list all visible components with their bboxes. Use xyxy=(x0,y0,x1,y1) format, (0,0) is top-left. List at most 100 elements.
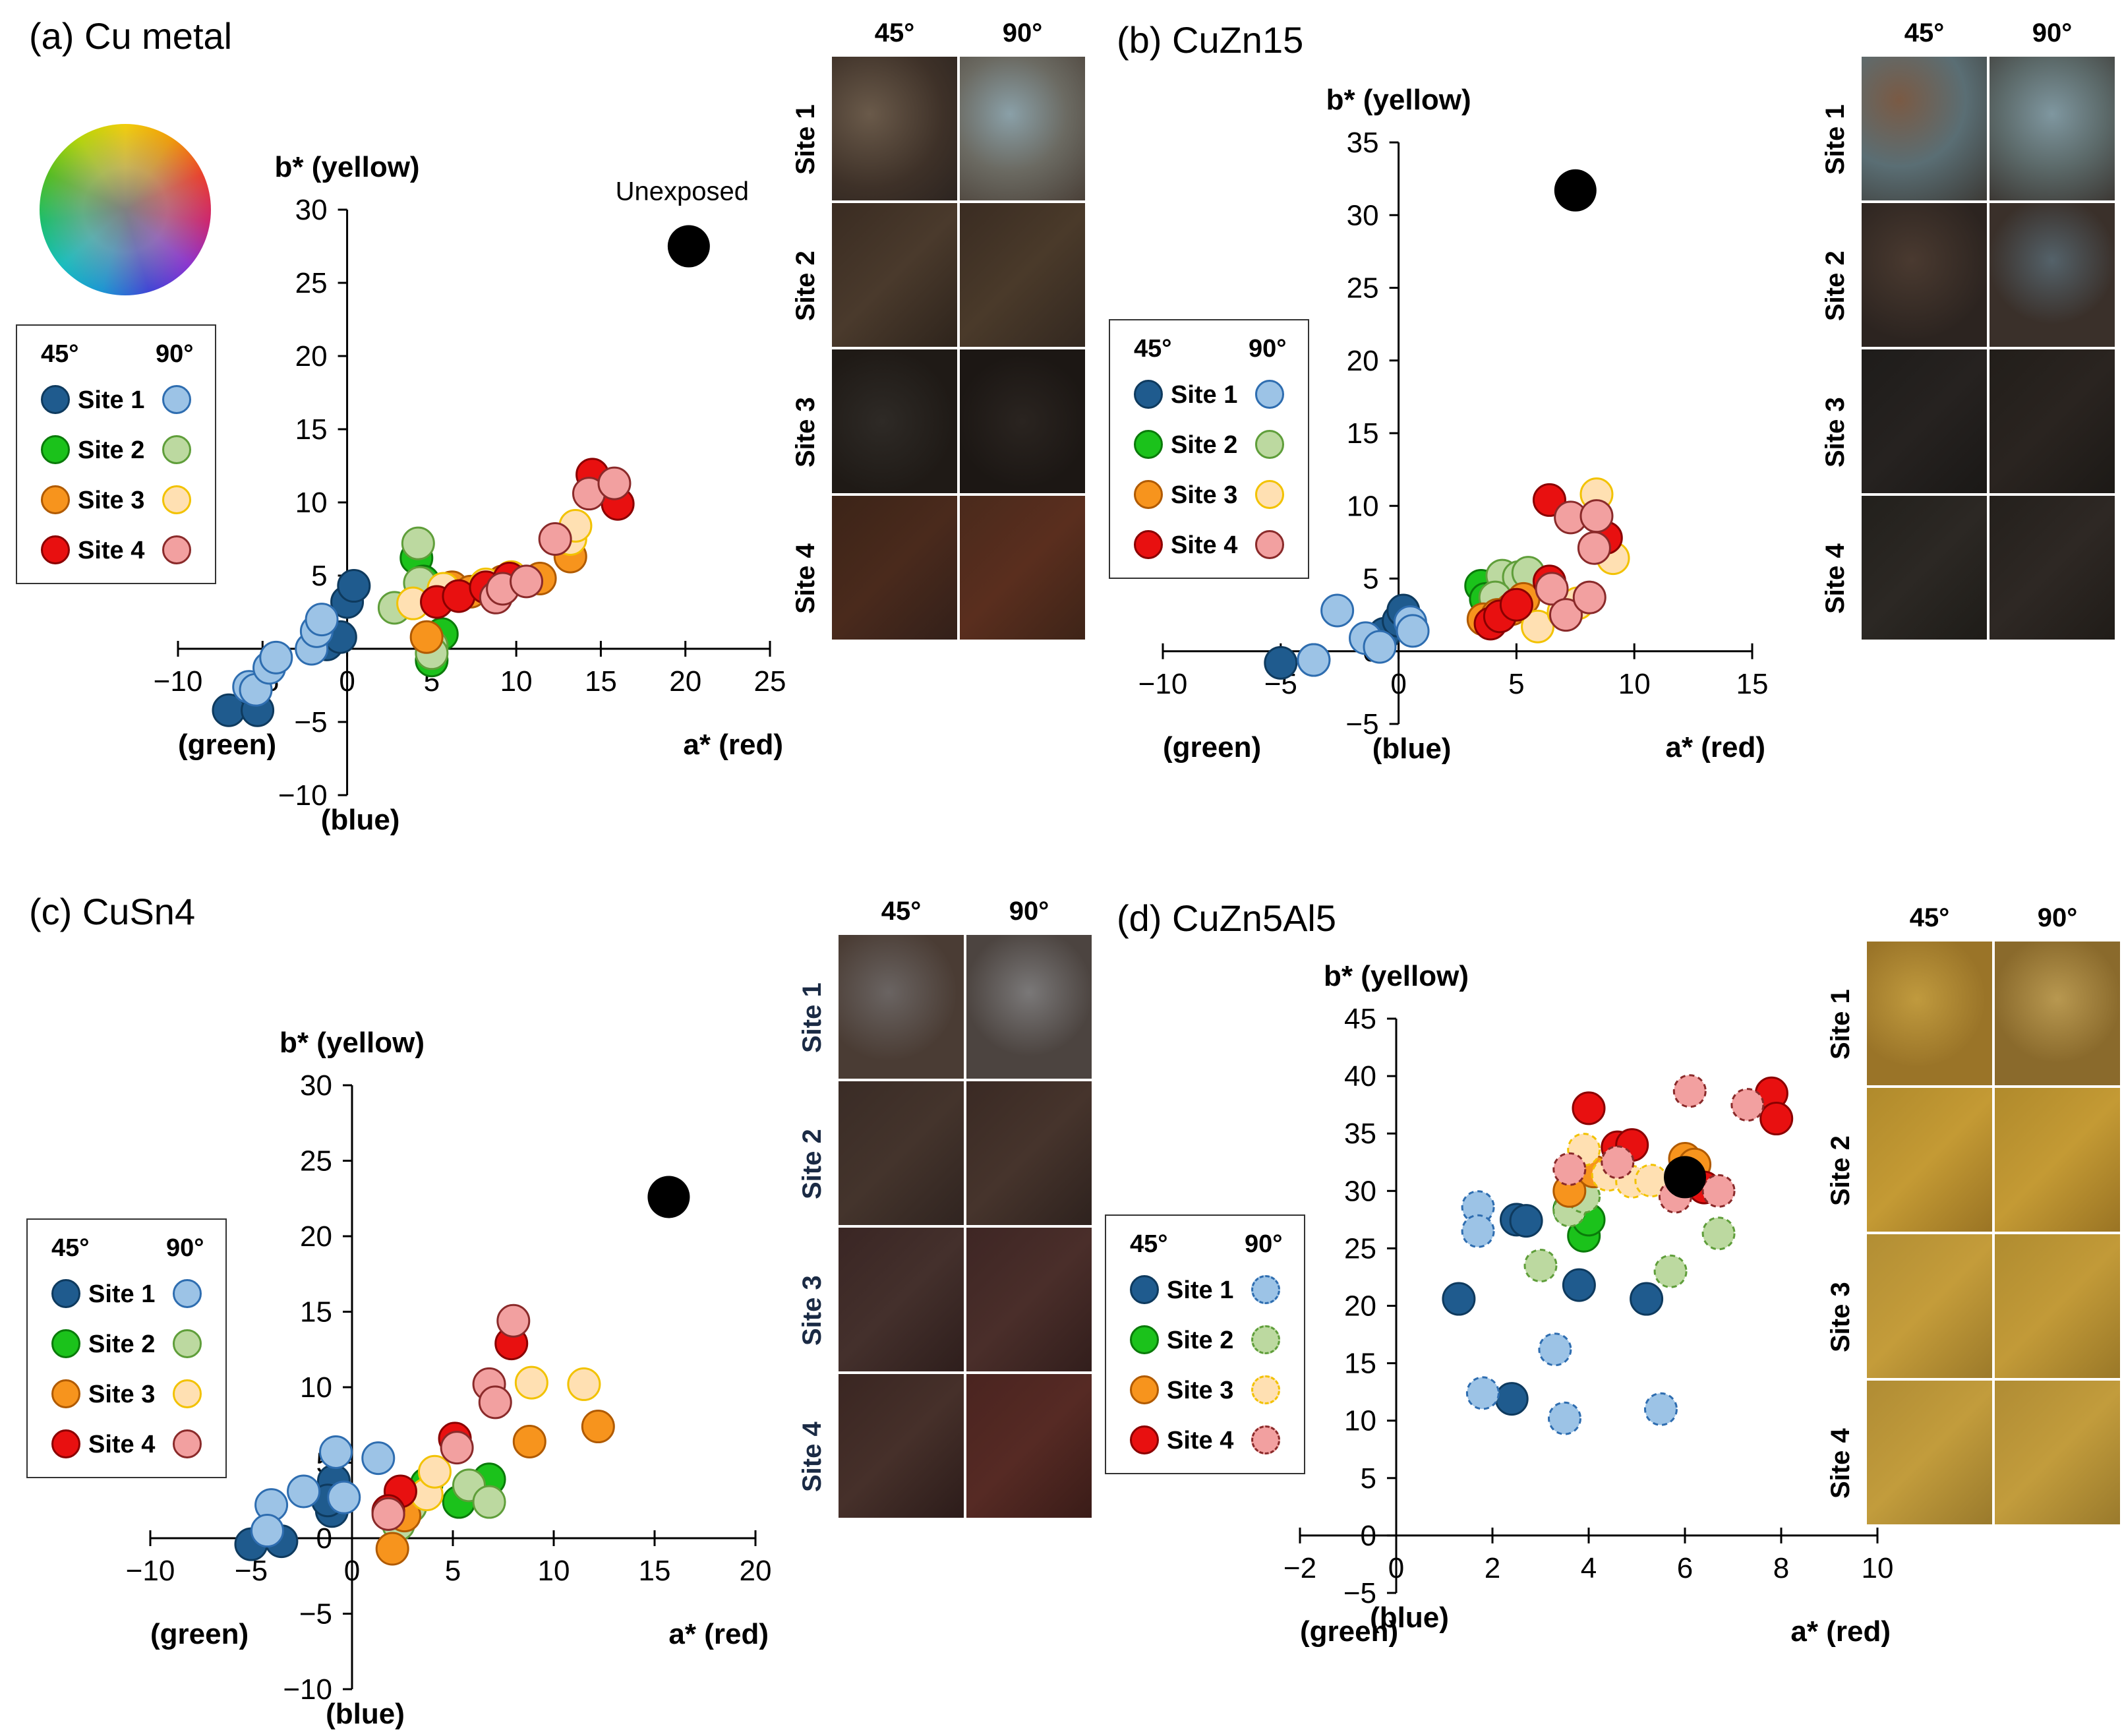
data-point-s1-90 xyxy=(327,1480,361,1514)
y-tick-label: −5 xyxy=(1345,708,1378,740)
y-tick-label: 5 xyxy=(1361,1462,1376,1495)
sample-photo xyxy=(966,1374,1092,1518)
y-tick-label: 20 xyxy=(1347,345,1379,377)
data-point-s1-90 xyxy=(250,1514,284,1548)
legend-header-90: 90° xyxy=(156,340,194,368)
data-point-s4-90 xyxy=(1601,1145,1635,1180)
sample-photo xyxy=(1995,942,2120,1085)
legend-marker-90 xyxy=(162,435,191,464)
x-tick-label: 10 xyxy=(538,1555,570,1587)
data-point-s1-90 xyxy=(1320,593,1355,628)
data-point-s1-90 xyxy=(1644,1392,1678,1426)
legend-marker-45 xyxy=(41,485,70,514)
x-tick-label: −10 xyxy=(154,665,203,698)
sample-photo xyxy=(1862,203,1987,347)
data-point-s1-90 xyxy=(1465,1376,1500,1410)
data-point-s2-90 xyxy=(1701,1216,1736,1251)
legend-marker-45 xyxy=(1134,430,1163,459)
legend-marker-45 xyxy=(1130,1425,1159,1454)
photo-column-45: 45° xyxy=(1909,903,1950,932)
legend-site-label: Site 4 xyxy=(88,1431,156,1458)
photo-site-label: Site 2 xyxy=(1826,1135,1855,1206)
photo-column-90: 90° xyxy=(1009,897,1049,926)
x-tick-label: 15 xyxy=(639,1555,671,1587)
y-tick-label: −5 xyxy=(299,1598,332,1631)
panel-d-title: (d) CuZn5Al5 xyxy=(1117,897,1337,939)
data-point-s1-90 xyxy=(1297,643,1331,677)
x-tick-label: 10 xyxy=(500,665,533,698)
legend-marker-90 xyxy=(173,1329,202,1358)
y-tick-label: 15 xyxy=(300,1296,332,1329)
data-point-s4-90 xyxy=(496,1303,531,1338)
y-tick-label: 10 xyxy=(300,1371,332,1404)
sample-photo xyxy=(839,1081,964,1225)
legend-marker-45 xyxy=(41,535,70,564)
sample-photo xyxy=(832,203,957,347)
x-tick-label: 2 xyxy=(1485,1552,1500,1584)
sample-photo xyxy=(960,349,1085,493)
data-point-s4-90 xyxy=(1552,1152,1587,1186)
blue-label: (blue) xyxy=(1372,733,1452,765)
x-tick-label: 10 xyxy=(1862,1552,1894,1584)
unexposed-point xyxy=(1664,1156,1706,1199)
data-point-s3-45 xyxy=(581,1410,615,1444)
green-label: (green) xyxy=(150,1618,249,1650)
y-axis-label: b* (yellow) xyxy=(1324,960,1469,992)
y-tick-label: 35 xyxy=(1344,1118,1376,1150)
y-tick-label: −5 xyxy=(1343,1577,1376,1609)
photo-site-label: Site 1 xyxy=(1826,989,1855,1060)
data-point-s4-90 xyxy=(371,1497,405,1531)
x-tick-label: 10 xyxy=(1618,668,1651,700)
data-point-s1-90 xyxy=(1396,614,1430,648)
x-tick-label: 0 xyxy=(339,665,355,698)
x-axis-label: a* (red) xyxy=(1790,1615,1891,1648)
sample-photo xyxy=(1989,203,2115,347)
photo-column-45: 45° xyxy=(881,897,922,926)
blue-label: (blue) xyxy=(1370,1601,1449,1634)
data-point-s2-90 xyxy=(1523,1249,1558,1283)
x-tick-label: 15 xyxy=(585,665,617,698)
legend-row: Site 2 xyxy=(17,431,215,468)
legend-row: Site 3 xyxy=(17,481,215,518)
legend-header-90: 90° xyxy=(1245,1230,1283,1258)
sample-photo xyxy=(1867,1088,1992,1232)
y-tick-label: 10 xyxy=(1347,490,1379,522)
legend-site-label: Site 2 xyxy=(78,436,145,464)
legend-marker-90 xyxy=(1251,1275,1280,1304)
legend-marker-90 xyxy=(173,1279,202,1308)
legend-site-label: Site 3 xyxy=(1171,481,1238,509)
green-label: (green) xyxy=(178,729,276,761)
x-tick-label: 0 xyxy=(1388,1552,1404,1584)
y-tick-label: 15 xyxy=(295,413,328,446)
sample-photo xyxy=(960,57,1085,200)
y-tick-label: −10 xyxy=(283,1673,332,1706)
legend-marker-90 xyxy=(162,535,191,564)
sample-photo xyxy=(966,1081,1092,1225)
data-point-s4-90 xyxy=(538,522,572,556)
data-point-s4-45 xyxy=(1759,1102,1794,1136)
legend-marker-45 xyxy=(1134,480,1163,509)
unexposed-point xyxy=(667,225,710,268)
y-tick-label: 20 xyxy=(295,340,328,373)
x-tick-label: 20 xyxy=(669,665,701,698)
legend-row: Site 3 xyxy=(1106,1371,1304,1408)
legend-marker-45 xyxy=(51,1329,80,1358)
unexposed-point xyxy=(647,1176,690,1218)
x-tick-label: 5 xyxy=(445,1555,461,1587)
legend-marker-90 xyxy=(1255,380,1284,409)
data-point-s1-90 xyxy=(1461,1214,1495,1248)
legend-header-45: 45° xyxy=(51,1234,90,1262)
legend-site-label: Site 1 xyxy=(1167,1276,1234,1304)
legend-marker-90 xyxy=(162,485,191,514)
legend-marker-90 xyxy=(1251,1425,1280,1454)
data-point-s4-90 xyxy=(1577,531,1611,565)
y-tick-label: 0 xyxy=(316,1522,332,1555)
legend-marker-45 xyxy=(51,1429,80,1458)
photo-column-90: 90° xyxy=(2037,903,2078,932)
data-point-s1-45 xyxy=(1442,1282,1476,1316)
legend-marker-90 xyxy=(1255,480,1284,509)
sample-photo xyxy=(960,203,1085,347)
legend-row: Site 2 xyxy=(1106,1321,1304,1358)
